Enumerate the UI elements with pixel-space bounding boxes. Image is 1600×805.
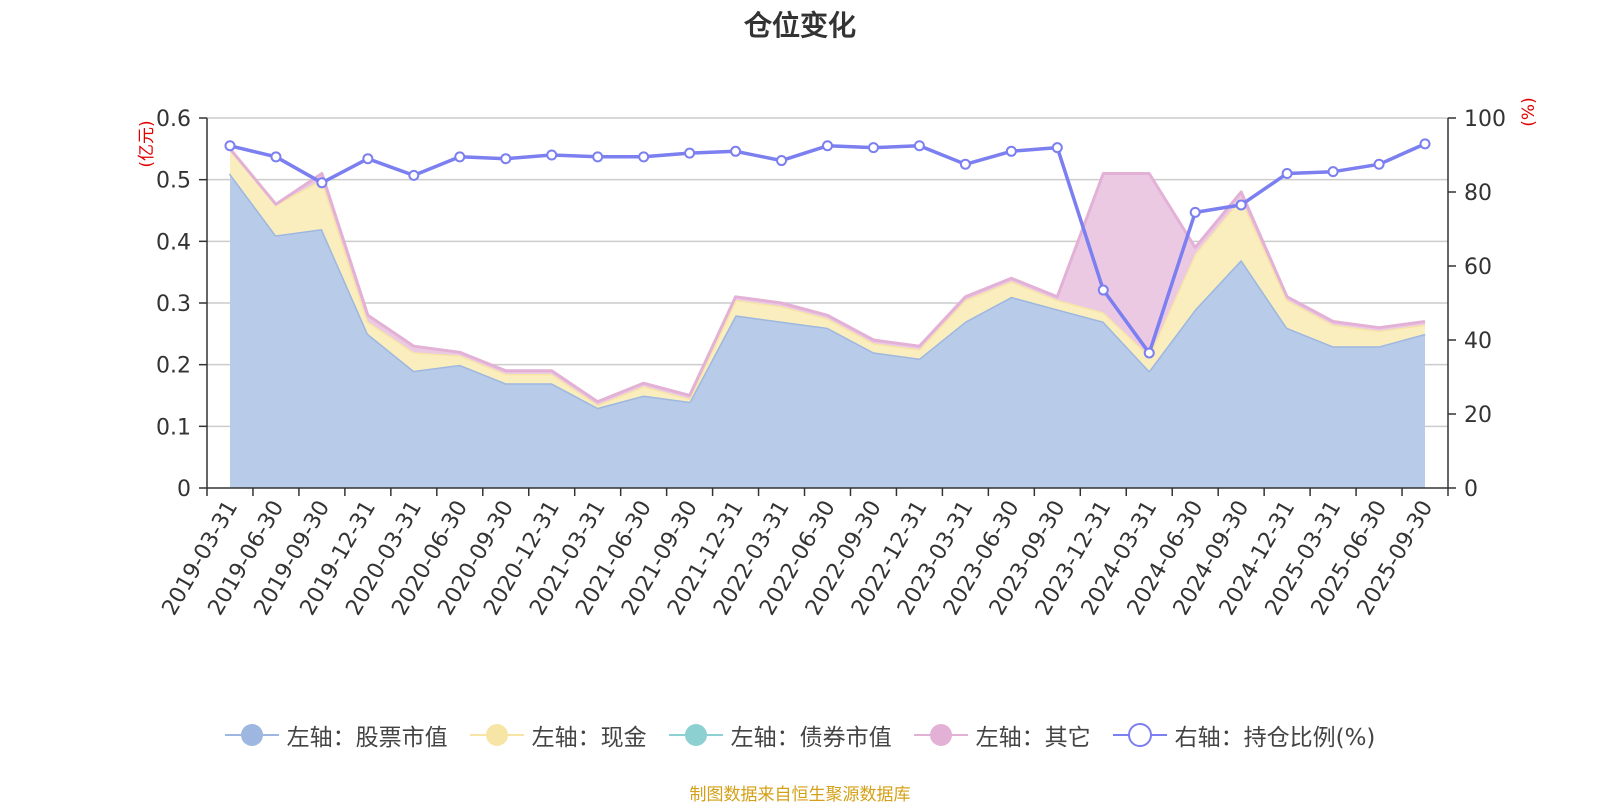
ratio-point: [776, 155, 788, 167]
ratio-point: [224, 140, 236, 152]
legend: 左轴：股票市值 左轴：现金 左轴：债券市值 左轴：其它 右轴：持仓比例(%): [0, 718, 1600, 752]
ratio-point: [1051, 142, 1063, 154]
ratio-point: [1281, 168, 1293, 179]
legend-label: 左轴：其它: [975, 725, 1091, 751]
legend-item-3[interactable]: 左轴：其它: [913, 718, 1091, 752]
ratio-point: [822, 140, 833, 152]
legend-swatch-icon: [1112, 723, 1167, 747]
ratio-point: [408, 169, 420, 181]
stacked-areas: [228, 147, 1426, 488]
ratio-point: [454, 151, 466, 163]
left-axis-tick-label: 0.6: [156, 107, 191, 132]
legend-swatch-icon: [668, 724, 723, 746]
ratio-point: [362, 153, 374, 165]
right-axis-unit: (%): [1519, 97, 1539, 126]
ratio-point: [592, 151, 604, 163]
ratio-point: [1005, 145, 1017, 157]
legend-item-0[interactable]: 左轴：股票市值: [224, 718, 448, 752]
area-series-0: [230, 173, 1425, 488]
right-axis-tick-label: 20: [1464, 403, 1492, 428]
left-axis-tick-label: 0.3: [156, 292, 191, 317]
ratio-point: [546, 149, 558, 161]
left-axis-tick-label: 0: [177, 477, 191, 502]
ratio-point: [270, 151, 282, 163]
legend-label: 左轴：债券市值: [730, 725, 892, 751]
legend-swatch-icon: [224, 724, 279, 746]
ratio-point: [1189, 206, 1201, 218]
area-series-1: [230, 148, 1425, 408]
ratio-point: [638, 151, 650, 163]
legend-item-2[interactable]: 左轴：债券市值: [668, 718, 892, 752]
chart-title: 仓位变化: [743, 9, 856, 42]
legend-item-1[interactable]: 左轴：现金: [469, 718, 647, 752]
left-axis-tick-label: 0.4: [156, 230, 191, 255]
ratio-point: [959, 158, 971, 170]
right-axis-tick-label: 0: [1464, 477, 1478, 502]
ratio-point: [1327, 166, 1339, 178]
axes: [199, 117, 1456, 496]
legend-label: 左轴：股票市值: [286, 725, 448, 751]
legend-swatch-icon: [469, 724, 524, 746]
ratio-point: [730, 145, 742, 157]
right-axis-tick-label: 40: [1464, 329, 1492, 354]
right-axis-tick-label: 80: [1464, 181, 1492, 206]
ratio-point: [913, 140, 925, 152]
left-axis-unit: (亿元): [137, 120, 157, 167]
left-axis-tick-label: 0.5: [156, 169, 191, 194]
right-axis-tick-label: 100: [1464, 107, 1506, 132]
legend-swatch-icon: [913, 724, 968, 746]
ratio-point: [1235, 199, 1247, 211]
legend-item-4[interactable]: 右轴：持仓比例(%): [1112, 718, 1376, 752]
ratio-point: [867, 142, 879, 154]
ratio-point: [500, 153, 512, 165]
legend-label: 左轴：现金: [531, 725, 647, 751]
left-axis-tick-label: 0.2: [156, 354, 191, 379]
ratio-point: [1097, 284, 1109, 296]
legend-label: 右轴：持仓比例(%): [1174, 725, 1376, 751]
ratio-point: [1419, 138, 1431, 150]
ratio-line: [224, 138, 1431, 359]
area-edge-series-3: [228, 147, 1426, 404]
left-axis-tick-label: 0.1: [156, 415, 191, 440]
ratio-point: [1373, 158, 1385, 170]
source-note: 制图数据来自恒生聚源数据库: [689, 785, 911, 805]
ratio-point: [684, 147, 696, 159]
ratio-point: [1143, 347, 1155, 359]
right-axis-tick-label: 60: [1464, 255, 1492, 280]
ratio-point: [316, 177, 328, 189]
area-series-3: [230, 148, 1425, 405]
